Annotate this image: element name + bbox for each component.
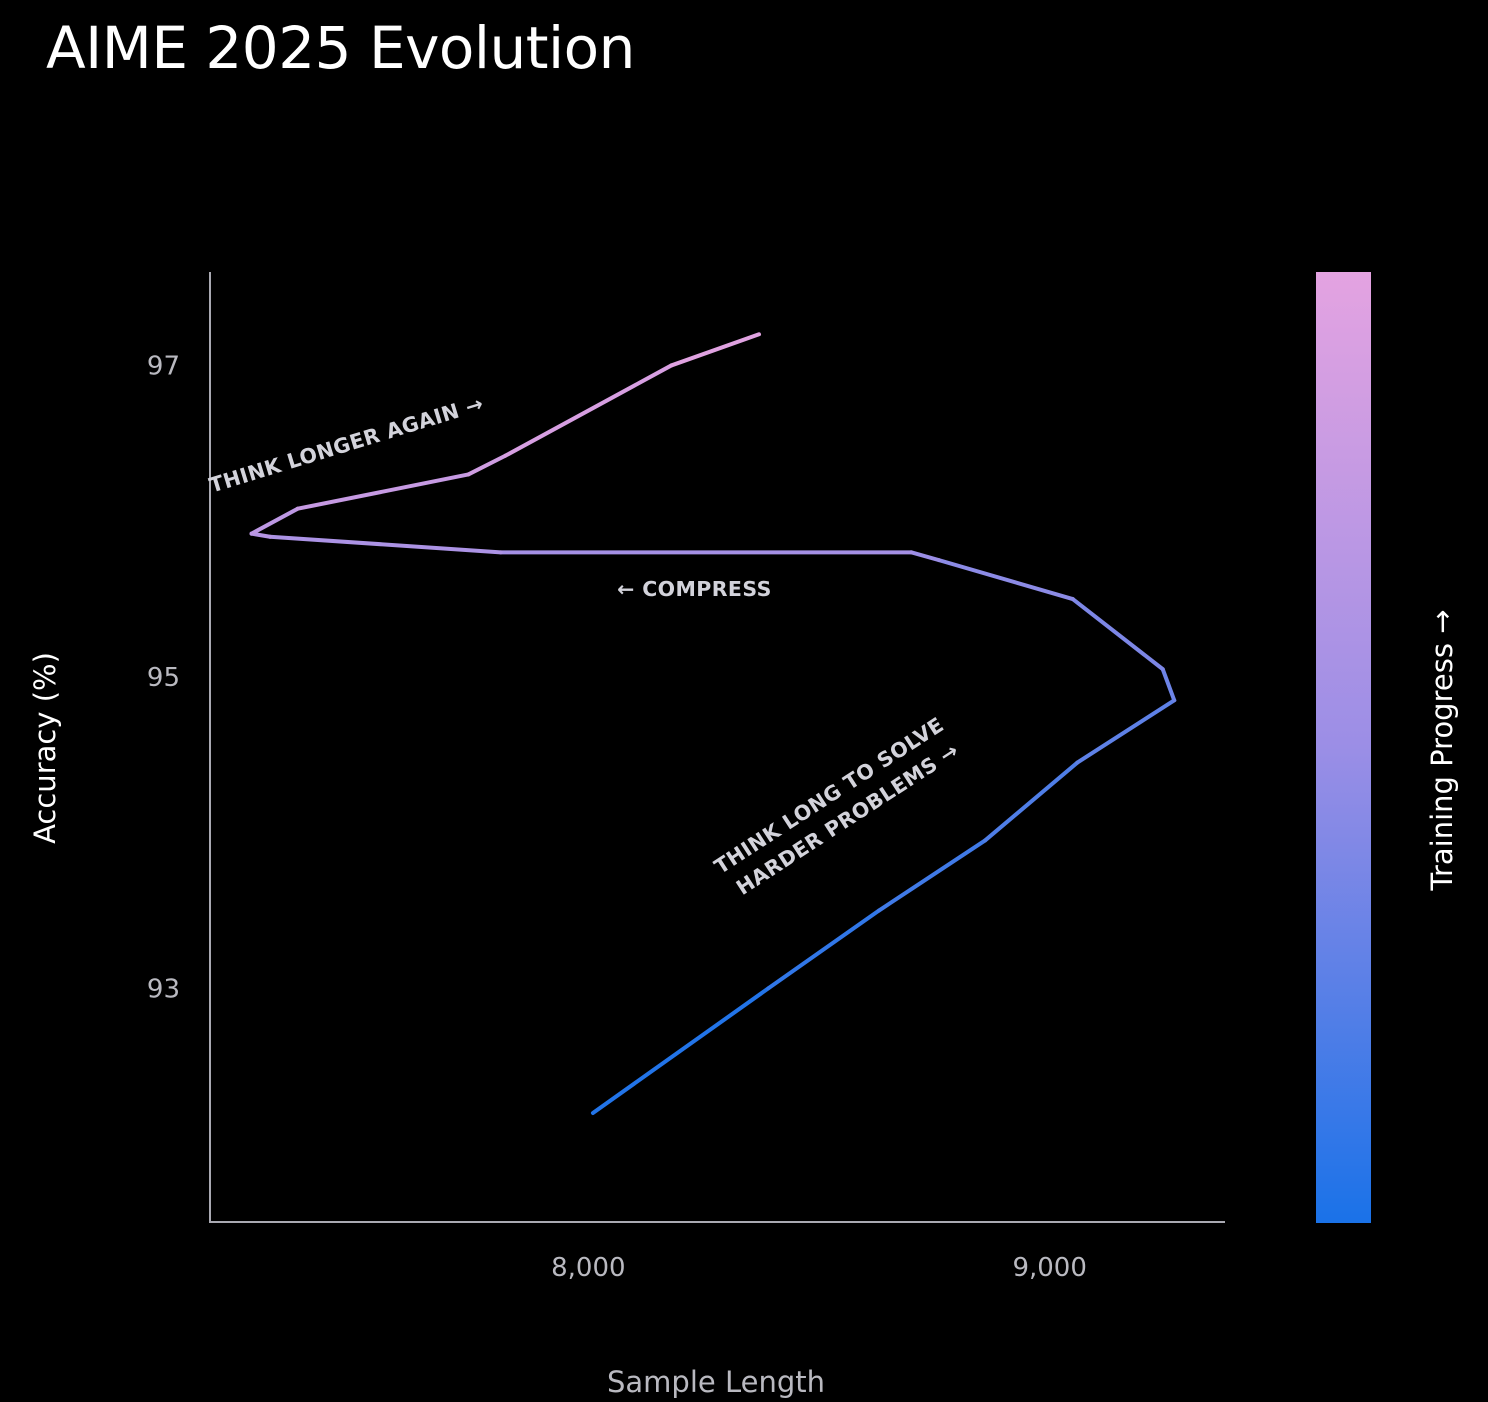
colorbar	[1316, 272, 1371, 1223]
series-segment	[267, 534, 503, 555]
x-tick-labels: 8,000 9,000	[551, 1253, 1087, 1283]
y-tick-label: 97	[147, 351, 180, 381]
y-tick-labels: 93 95 97	[147, 351, 180, 1004]
annotation-label: THINK LONG TO SOLVE	[710, 713, 948, 879]
series-segment	[1070, 597, 1165, 672]
series-line	[249, 332, 1177, 1115]
annotation-label: ← COMPRESS	[617, 577, 772, 601]
y-axis-label: Accuracy (%)	[28, 652, 62, 844]
series-segment	[766, 908, 881, 991]
series-segment	[1160, 667, 1177, 703]
series-segment	[983, 760, 1080, 843]
annotation-label: THINK LONGER AGAIN →	[206, 391, 486, 497]
series-segment	[669, 332, 762, 368]
series-segment	[295, 472, 471, 511]
y-tick-label: 93	[147, 974, 180, 1004]
series-segment	[876, 838, 988, 913]
x-axis-label: Sample Length	[607, 1365, 825, 1399]
series-segment	[466, 453, 508, 477]
annotations: THINK LONGER AGAIN → ← COMPRESS THINK LONG…	[206, 391, 963, 900]
series-segment	[1075, 698, 1177, 765]
x-tick-label: 9,000	[1012, 1253, 1086, 1283]
chart-title: AIME 2025 Evolution	[46, 14, 635, 82]
series-segment	[909, 550, 941, 563]
colorbar-label: Training Progress →	[1425, 610, 1459, 892]
series-segment	[936, 558, 1075, 602]
x-tick-label: 8,000	[551, 1253, 625, 1283]
series-segment	[590, 986, 771, 1115]
y-tick-label: 95	[147, 663, 180, 693]
series-segment	[249, 506, 300, 536]
series-segment	[503, 363, 674, 458]
